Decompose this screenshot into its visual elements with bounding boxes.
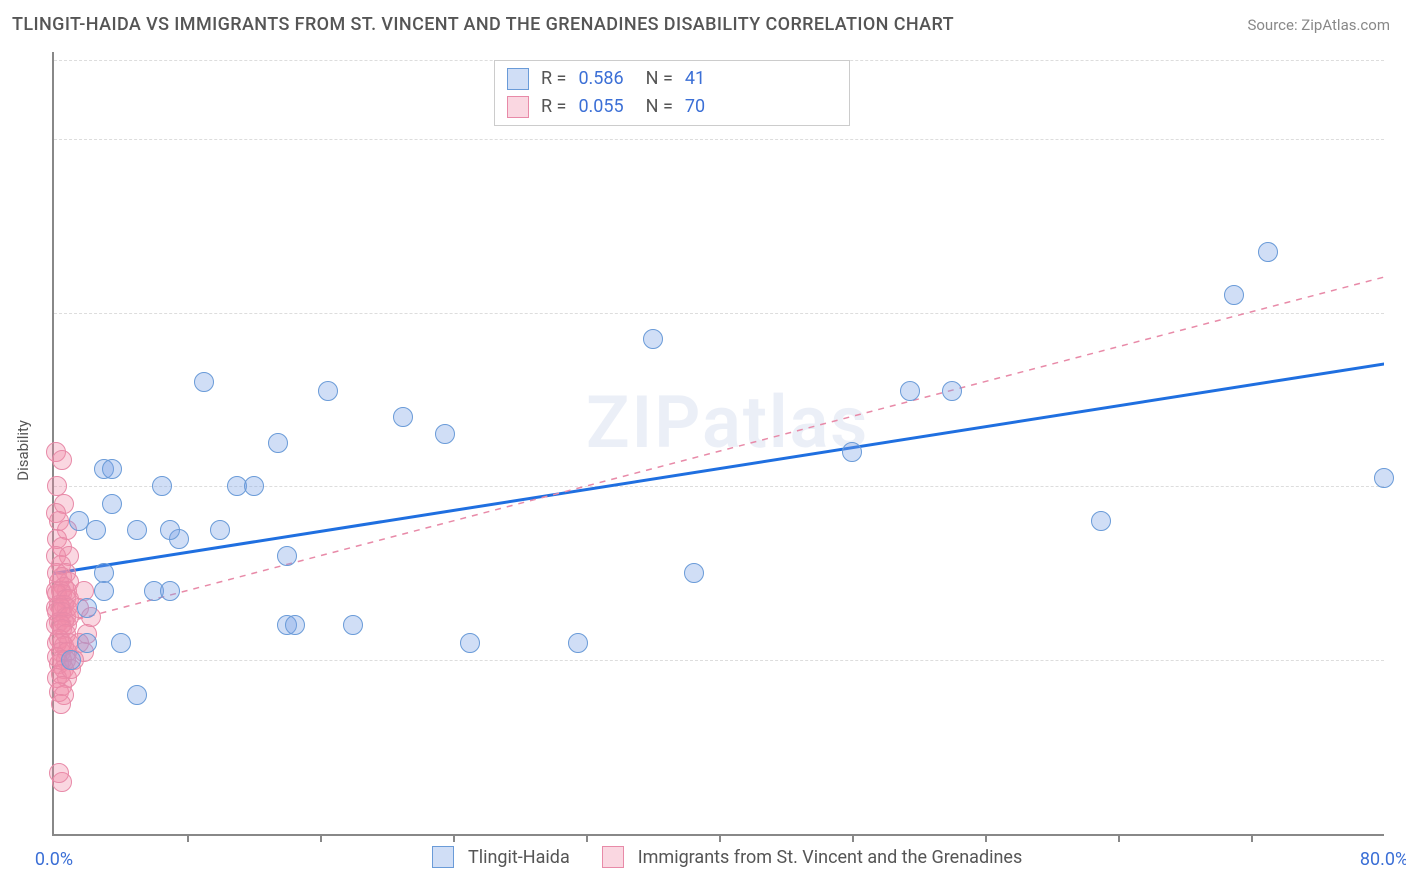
x-tick xyxy=(320,834,322,842)
scatter-point xyxy=(1258,242,1278,262)
scatter-point xyxy=(268,433,288,453)
legend-series-label: Immigrants from St. Vincent and the Gren… xyxy=(638,847,1023,868)
legend-correlation: R = 0.586 N = 41 R = 0.055 N = 70 xyxy=(494,60,850,126)
legend-n-label: N = xyxy=(646,65,673,93)
scatter-point xyxy=(842,442,862,462)
scatter-point xyxy=(684,563,704,583)
scatter-point xyxy=(160,520,180,540)
legend-series: Tlingit-Haida Immigrants from St. Vincent… xyxy=(432,846,1040,868)
gridline xyxy=(54,139,1384,140)
chart-title: TLINGIT-HAIDA VS IMMIGRANTS FROM ST. VIN… xyxy=(12,14,954,35)
x-tick-label: 0.0% xyxy=(35,849,73,870)
x-tick xyxy=(586,834,588,842)
scatter-point xyxy=(127,520,147,540)
scatter-point xyxy=(111,633,131,653)
scatter-point xyxy=(94,581,114,601)
trend-line xyxy=(54,264,1384,625)
scatter-point xyxy=(244,476,264,496)
x-tick xyxy=(719,834,721,842)
source-label: Source: ZipAtlas.com xyxy=(1247,16,1390,34)
x-tick xyxy=(852,834,854,842)
legend-row: R = 0.055 N = 70 xyxy=(507,93,837,121)
scatter-point xyxy=(51,694,71,714)
plot-area: 10.0%20.0%30.0%40.0%0.0%80.0%ZIPatlasR =… xyxy=(52,52,1384,836)
legend-r-value: 0.055 xyxy=(578,93,623,121)
scatter-point xyxy=(160,581,180,601)
scatter-point xyxy=(343,615,363,635)
scatter-point xyxy=(285,615,305,635)
scatter-point xyxy=(127,685,147,705)
legend-r-label: R = xyxy=(541,93,566,121)
legend-series-label: Tlingit-Haida xyxy=(468,847,570,868)
scatter-point xyxy=(102,459,122,479)
scatter-point xyxy=(460,633,480,653)
legend-n-value: 70 xyxy=(685,93,705,121)
scatter-point xyxy=(900,381,920,401)
legend-n-value: 41 xyxy=(685,65,705,93)
scatter-point xyxy=(49,763,69,783)
scatter-point xyxy=(393,407,413,427)
scatter-point xyxy=(152,476,172,496)
scatter-point xyxy=(1091,511,1111,531)
scatter-point xyxy=(194,372,214,392)
legend-swatch xyxy=(602,846,624,868)
x-tick xyxy=(1118,834,1120,842)
scatter-point xyxy=(435,424,455,444)
scatter-point xyxy=(1224,285,1244,305)
scatter-point xyxy=(69,511,89,531)
legend-swatch xyxy=(432,846,454,868)
gridline xyxy=(54,313,1384,314)
scatter-point xyxy=(77,598,97,618)
scatter-point xyxy=(52,450,72,470)
x-tick-label: 80.0% xyxy=(1360,849,1406,870)
scatter-point xyxy=(568,633,588,653)
x-tick xyxy=(453,834,455,842)
scatter-point xyxy=(77,633,97,653)
y-axis-label: Disability xyxy=(14,420,32,481)
x-tick xyxy=(1251,834,1253,842)
legend-swatch xyxy=(507,96,529,118)
legend-n-label: N = xyxy=(646,93,673,121)
scatter-point xyxy=(643,329,663,349)
x-tick xyxy=(187,834,189,842)
legend-r-label: R = xyxy=(541,65,566,93)
scatter-point xyxy=(942,381,962,401)
scatter-point xyxy=(61,650,81,670)
x-tick xyxy=(985,834,987,842)
scatter-point xyxy=(1374,468,1394,488)
watermark: ZIPatlas xyxy=(586,380,869,465)
trendlines-layer xyxy=(54,52,1384,834)
scatter-point xyxy=(210,520,230,540)
scatter-point xyxy=(102,494,122,514)
trend-line xyxy=(54,356,1384,573)
legend-row: R = 0.586 N = 41 xyxy=(507,65,837,93)
gridline xyxy=(54,660,1384,661)
scatter-point xyxy=(318,381,338,401)
scatter-point xyxy=(277,546,297,566)
legend-r-value: 0.586 xyxy=(578,65,623,93)
legend-swatch xyxy=(507,68,529,90)
